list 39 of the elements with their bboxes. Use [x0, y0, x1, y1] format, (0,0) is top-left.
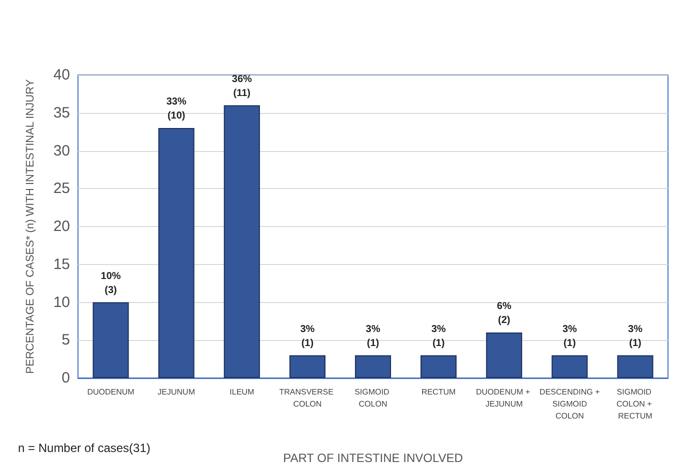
- bar: [617, 355, 654, 378]
- bar: [486, 332, 522, 378]
- data-label: 3% (1): [431, 324, 446, 349]
- x-tick-label: TRANSVERSE COLON: [279, 388, 336, 408]
- data-label: 33% (10): [166, 96, 186, 122]
- bar: [354, 355, 392, 378]
- y-tick-label: 35: [53, 104, 70, 122]
- x-tick-label: RECTUM: [421, 388, 456, 396]
- bar: [92, 302, 129, 378]
- y-tick-label: 25: [53, 180, 70, 198]
- data-label: 6% (2): [496, 301, 512, 326]
- x-axis-title: PART OF INTESTINE INVOLVED: [283, 451, 464, 465]
- data-label: 3% (1): [300, 324, 315, 349]
- bar: [224, 105, 260, 378]
- y-tick-label: 20: [53, 218, 70, 235]
- x-tick-label: SIGMOID COLON: [354, 388, 392, 408]
- data-label: 3% (1): [366, 324, 380, 349]
- x-tick-label: SIGMOID COLON + RECTUM: [616, 388, 654, 420]
- data-label: 36% (11): [232, 74, 252, 99]
- bar: [158, 128, 194, 378]
- data-label: 3% (1): [562, 324, 577, 349]
- data-label: 10% (3): [100, 270, 121, 296]
- bar: [420, 355, 457, 378]
- bar: [552, 355, 588, 378]
- x-tick-label: DUODENUM + JEJUNUM: [476, 388, 532, 408]
- x-tick-label: JEJUNUM: [158, 388, 196, 396]
- y-tick-label: 5: [62, 332, 70, 349]
- text: n = Number of cases(31): [18, 441, 150, 455]
- bar: [289, 355, 326, 378]
- y-tick-label: 10: [53, 294, 70, 311]
- y-tick-label: 15: [53, 256, 70, 273]
- data-label: 3% (1): [628, 324, 643, 349]
- y-tick-label: 30: [53, 142, 70, 160]
- y-tick-label: 40: [53, 66, 70, 84]
- x-tick-label: DUODENUM: [87, 388, 135, 396]
- y-axis-title: PERCENTAGE OF CASES* (n) WITH INTESTINAL INJURY: [24, 78, 36, 374]
- x-tick-label: ILEUM: [230, 388, 254, 396]
- y-tick-label: 0: [62, 370, 70, 386]
- x-tick-label: DESCENDING + SIGMOID COLON: [540, 388, 600, 420]
